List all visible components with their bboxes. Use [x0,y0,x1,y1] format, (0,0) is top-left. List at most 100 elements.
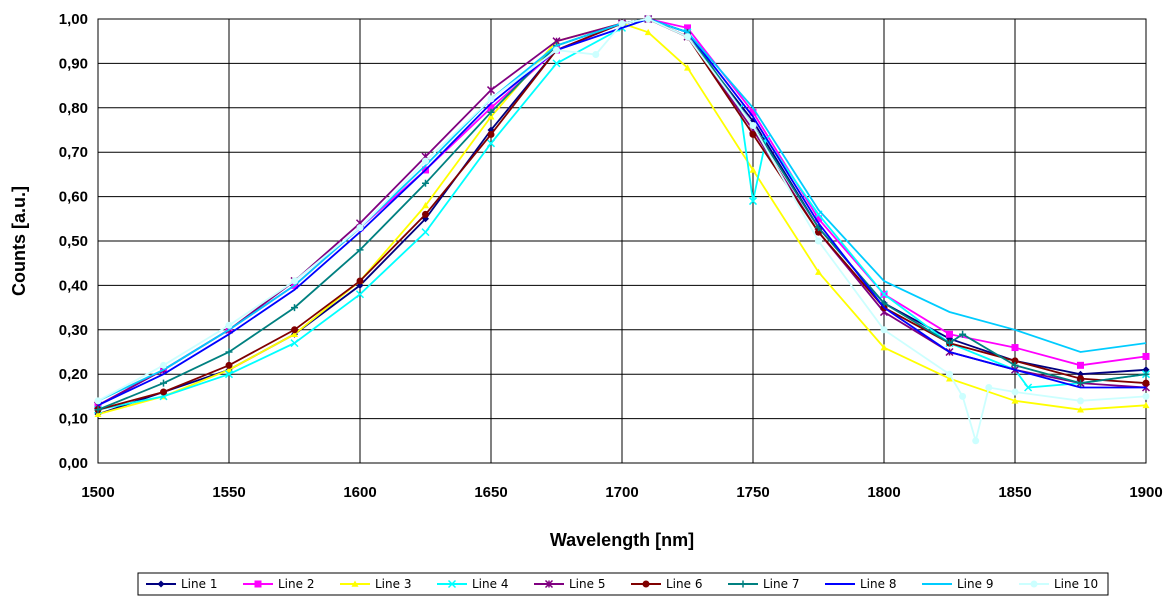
data-point [422,201,429,209]
data-point [160,361,167,369]
data-point [684,24,691,32]
data-point [749,166,757,173]
data-point [739,580,747,588]
legend-label: Line 4 [472,577,508,591]
data-point [224,370,234,379]
x-tick-label: 1700 [605,484,638,501]
x-tick-label: 1800 [867,484,900,501]
legend-label: Line 5 [569,577,605,591]
x-tick-label: 1650 [474,484,507,501]
y-tick-label: 0,70 [59,144,88,161]
data-point [356,224,364,232]
data-point [946,375,953,382]
data-point [1024,383,1033,392]
data-point [880,344,888,351]
x-tick-label: 1900 [1129,484,1162,501]
data-point [815,224,822,232]
data-point [291,330,298,338]
data-point [447,579,457,589]
legend-item: Line 8 [825,577,896,591]
data-point [291,326,298,334]
y-tick-label: 1,00 [59,11,88,28]
legend-item: Line 2 [243,577,314,591]
x-tick-label: 1500 [81,484,114,501]
data-point [486,86,496,95]
data-point [946,370,953,378]
legend-item: Line 7 [728,577,799,591]
data-point [1142,379,1150,387]
data-point [1011,357,1019,365]
data-point [1077,375,1084,383]
legend-label: Line 2 [278,577,314,591]
data-point [487,95,495,103]
data-point [160,379,167,387]
data-point [422,179,429,187]
data-point [487,113,495,120]
x-tick-label: 1750 [736,484,769,501]
data-point [815,215,822,223]
y-axis-label: Counts [a.u.] [9,186,29,296]
plot-area [97,18,1147,464]
legend-label: Line 3 [375,577,411,591]
data-point [1030,580,1038,588]
data-point [959,392,967,400]
data-point [552,59,561,68]
data-point [1077,379,1084,387]
data-point [1142,370,1150,378]
data-point [815,237,822,245]
data-point [225,348,233,356]
data-point [644,15,652,23]
series-8 [97,18,1146,407]
data-point [355,290,365,299]
legend-label: Line 8 [860,577,896,591]
legend-item: Line 3 [340,577,411,591]
y-axis-ticks: 0,00 0,10 0,20 0,30 0,40 0,50 0,60 0,70 0,80 0,90… [59,11,88,472]
data-point [959,330,967,338]
x-tick-label: 1600 [343,484,376,501]
legend-label: Line 1 [181,577,217,591]
x-axis-label: Wavelength [nm] [550,530,694,550]
data-point [684,33,691,41]
data-point [592,51,600,59]
data-point [94,397,102,405]
data-point [421,228,430,237]
x-tick-label: 1850 [998,484,1031,501]
data-point [1011,388,1019,396]
data-point [157,580,165,588]
legend-item: Line 10 [1019,577,1098,591]
data-point [644,28,652,36]
data-point [225,366,233,373]
data-point [972,437,980,445]
legend-label: Line 9 [957,577,993,591]
data-point [946,339,953,347]
data-point [1077,397,1084,405]
data-point [946,330,953,338]
x-axis-ticks: 1500 1550 1600 1650 1700 1750 1800 1850 1900 [81,484,1162,501]
data-point [486,139,496,148]
data-point [1077,406,1084,413]
grid-lines [97,18,1147,464]
data-point [487,108,495,116]
series-line [97,18,1146,407]
data-point [291,304,298,312]
data-point [749,130,757,138]
y-tick-label: 0,20 [59,366,88,383]
data-point [544,579,554,589]
data-point [291,277,298,285]
data-point [1011,397,1019,404]
legend-item: Line 1 [146,577,217,591]
data-point [815,268,822,275]
data-point [422,210,429,218]
data-point [985,384,993,392]
data-point [487,130,495,138]
legend-item: Line 5 [534,577,605,591]
data-point [356,246,364,254]
data-point [684,64,691,71]
data-point [749,108,757,116]
y-tick-label: 0,60 [59,189,88,206]
data-point [225,361,233,369]
data-point [290,339,299,348]
data-point [749,122,757,130]
data-point [356,277,364,285]
y-tick-label: 0,90 [59,55,88,72]
